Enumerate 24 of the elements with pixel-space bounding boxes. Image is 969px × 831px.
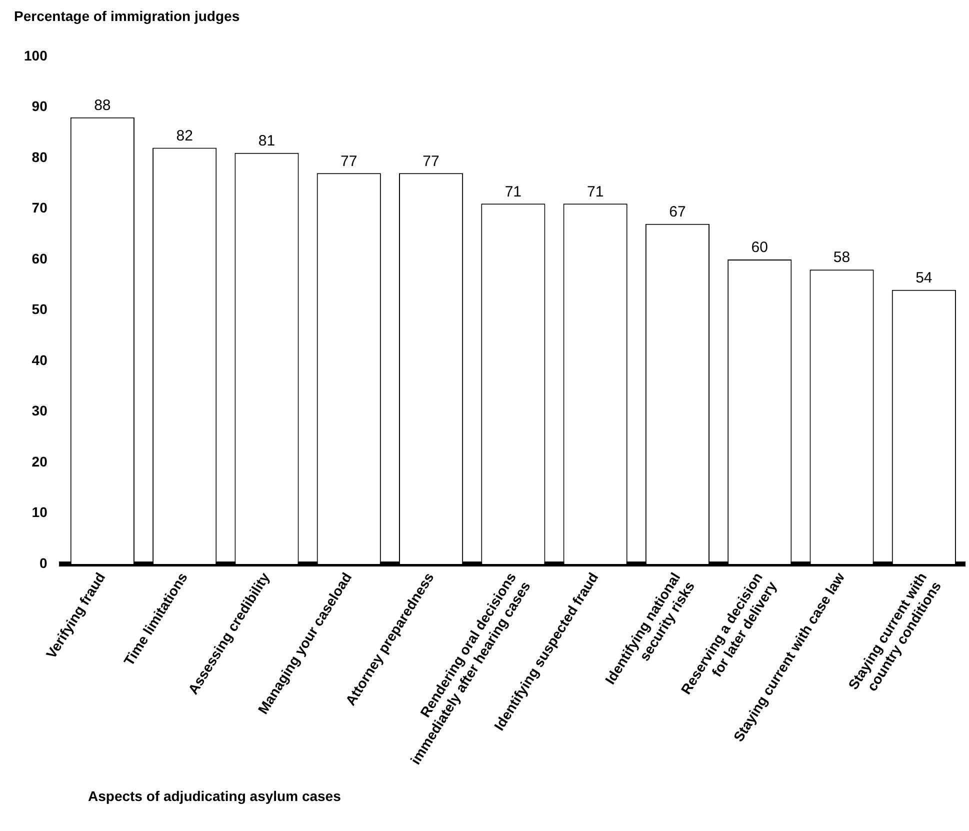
- y-tick-label: 50: [32, 301, 48, 318]
- y-tick-label: 30: [32, 402, 48, 419]
- x-axis-title: Aspects of adjudicating asylum cases: [88, 788, 341, 804]
- y-tick-label: 100: [24, 47, 48, 64]
- data-label: 67: [669, 204, 686, 221]
- data-label: 77: [340, 152, 358, 170]
- data-label: 71: [586, 183, 604, 200]
- y-tick-label: 60: [32, 250, 48, 266]
- y-tick-label: 70: [32, 200, 48, 216]
- data-label: 54: [916, 270, 932, 287]
- data-label: 82: [176, 127, 193, 144]
- data-label: 77: [422, 152, 440, 170]
- data-label: 88: [94, 96, 111, 114]
- data-label: 71: [504, 183, 522, 200]
- data-label: 81: [258, 132, 276, 150]
- data-label: 58: [833, 249, 850, 266]
- y-tick-label: 40: [32, 352, 48, 368]
- data-label: 60: [751, 239, 768, 256]
- y-tick-label: 10: [32, 504, 48, 520]
- y-tick-label: 0: [40, 554, 48, 571]
- y-tick-label: 80: [32, 148, 48, 165]
- y-tick-label: 20: [32, 453, 48, 470]
- y-axis-title: Percentage of immigration judges: [14, 8, 240, 24]
- y-tick-label: 90: [32, 98, 48, 114]
